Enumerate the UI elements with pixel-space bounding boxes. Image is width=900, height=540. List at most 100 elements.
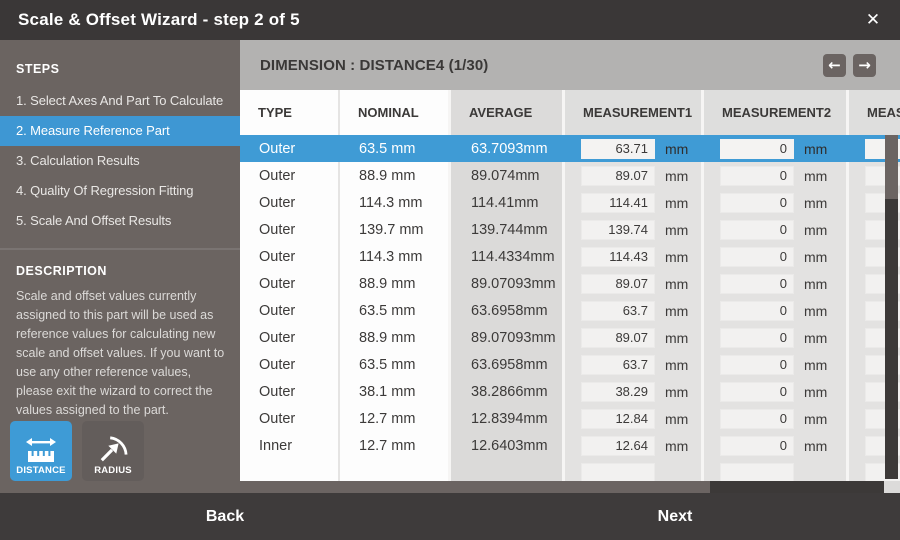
previous-dimension-button[interactable]: ←: [823, 53, 846, 77]
horizontal-scrollbar-thumb[interactable]: [240, 481, 710, 493]
measurement2-input[interactable]: [720, 246, 794, 267]
distance-ruler-icon: [24, 435, 58, 465]
average-cell: 38.2866mm: [448, 378, 562, 405]
measurement2-cell: mm: [701, 243, 846, 270]
measurement2-input[interactable]: [720, 219, 794, 240]
nominal-cell: 88.9 mm: [338, 324, 448, 351]
measurement1-input[interactable]: [581, 408, 655, 429]
nominal-cell: 88.9 mm: [338, 162, 448, 189]
average-cell: [448, 459, 562, 481]
measurement1-cell: mm: [562, 459, 701, 481]
measurement1-input[interactable]: [581, 354, 655, 375]
sidebar-divider: [0, 248, 240, 250]
window-title: Scale & Offset Wizard - step 2 of 5: [18, 10, 300, 29]
column-header-measurement1: MEASUREMENT1: [562, 90, 701, 135]
next-button[interactable]: Next: [657, 507, 693, 525]
measurement1-input[interactable]: [581, 138, 655, 159]
measurement2-input[interactable]: [720, 408, 794, 429]
measurement2-input[interactable]: [720, 300, 794, 321]
measurement1-cell: mm: [562, 405, 701, 432]
unit-label: mm: [804, 437, 828, 454]
sidebar-step-1[interactable]: 1. Select Axes And Part To Calculate: [16, 93, 224, 108]
average-cell: 12.8394mm: [448, 405, 562, 432]
measurement2-cell: mm: [701, 378, 846, 405]
average-cell: 89.074mm: [448, 162, 562, 189]
unit-label: mm: [665, 410, 689, 427]
table-row[interactable]: mm mm mm: [240, 459, 900, 481]
table-row[interactable]: Outer 114.3 mm 114.41mm mm mm mm: [240, 189, 900, 216]
horizontal-scrollbar[interactable]: [240, 481, 884, 493]
description-text: Scale and offset values currently assign…: [16, 289, 225, 417]
measurement1-input[interactable]: [581, 219, 655, 240]
nominal-cell: [338, 459, 448, 481]
measurement1-input[interactable]: [581, 300, 655, 321]
average-cell: 114.4334mm: [448, 243, 562, 270]
table-row[interactable]: Outer 63.5 mm 63.6958mm mm mm mm: [240, 297, 900, 324]
measurement1-cell: mm: [562, 243, 701, 270]
sidebar-step-3[interactable]: 3. Calculation Results: [16, 153, 140, 168]
measurement2-input[interactable]: [720, 462, 794, 481]
dimension-title: DIMENSION : DISTANCE4 (1/30): [260, 56, 489, 74]
measurement1-input[interactable]: [581, 462, 655, 481]
type-cell: Outer: [240, 243, 338, 270]
type-cell: Outer: [240, 378, 338, 405]
measurement2-cell: mm: [701, 135, 846, 162]
sidebar-step-2-active[interactable]: 2. Measure Reference Part: [0, 116, 240, 146]
measurement2-input[interactable]: [720, 327, 794, 348]
measurement2-cell: mm: [701, 270, 846, 297]
sidebar-step-5[interactable]: 5. Scale And Offset Results: [16, 213, 172, 228]
measurement2-input[interactable]: [720, 165, 794, 186]
measurement1-input[interactable]: [581, 246, 655, 267]
sidebar-step-4[interactable]: 4. Quality Of Regression Fitting: [16, 183, 194, 198]
table-row[interactable]: Outer 12.7 mm 12.8394mm mm mm mm: [240, 405, 900, 432]
wizard-sidebar: STEPS 1. Select Axes And Part To Calcula…: [0, 40, 240, 493]
measurement2-input[interactable]: [720, 192, 794, 213]
back-button[interactable]: Back: [205, 507, 245, 525]
dimension-header-bar: DIMENSION : DISTANCE4 (1/30) ← →: [240, 40, 900, 90]
measurement1-input[interactable]: [581, 381, 655, 402]
type-cell: Outer: [240, 189, 338, 216]
measurement-panel: DIMENSION : DISTANCE4 (1/30) ← → TYPE NO…: [240, 40, 900, 493]
nominal-cell: 12.7 mm: [338, 432, 448, 459]
table-row[interactable]: Outer 139.7 mm 139.744mm mm mm mm: [240, 216, 900, 243]
vertical-scrollbar[interactable]: [885, 135, 898, 479]
measurement2-input[interactable]: [720, 381, 794, 402]
type-cell: Outer: [240, 297, 338, 324]
vertical-scrollbar-thumb[interactable]: [885, 135, 898, 199]
table-row[interactable]: Outer 88.9 mm 89.07093mm mm mm mm: [240, 324, 900, 351]
wizard-footer: Back Next: [0, 493, 900, 540]
column-header-type: TYPE: [240, 90, 338, 135]
unit-label: mm: [804, 167, 828, 184]
measurement1-cell: mm: [562, 162, 701, 189]
unit-label: mm: [804, 194, 828, 211]
measurement1-input[interactable]: [581, 192, 655, 213]
type-cell: Outer: [240, 351, 338, 378]
radius-tool-button[interactable]: RADIUS: [82, 421, 144, 481]
measurement2-input[interactable]: [720, 138, 794, 159]
table-row[interactable]: Outer 63.5 mm 63.7093mm mm mm mm: [240, 135, 900, 162]
table-row[interactable]: Inner 12.7 mm 12.6403mm mm mm mm: [240, 432, 900, 459]
measurement1-input[interactable]: [581, 327, 655, 348]
close-icon[interactable]: ✕: [865, 10, 881, 29]
measurement1-input[interactable]: [581, 165, 655, 186]
measurement1-cell: mm: [562, 135, 701, 162]
radius-tool-label: RADIUS: [94, 465, 132, 476]
table-row[interactable]: Outer 114.3 mm 114.4334mm mm mm mm: [240, 243, 900, 270]
table-row[interactable]: Outer 63.5 mm 63.6958mm mm mm mm: [240, 351, 900, 378]
type-cell: Outer: [240, 324, 338, 351]
distance-tool-button[interactable]: DISTANCE: [10, 421, 72, 481]
unit-label: mm: [665, 194, 689, 211]
measurement2-input[interactable]: [720, 273, 794, 294]
next-dimension-button[interactable]: →: [853, 53, 876, 77]
measurement1-cell: mm: [562, 216, 701, 243]
measurement2-cell: mm: [701, 351, 846, 378]
table-row[interactable]: Outer 88.9 mm 89.074mm mm mm mm: [240, 162, 900, 189]
table-row[interactable]: Outer 38.1 mm 38.2866mm mm mm mm: [240, 378, 900, 405]
measurement1-input[interactable]: [581, 435, 655, 456]
measurement2-input[interactable]: [720, 354, 794, 375]
measurement2-input[interactable]: [720, 435, 794, 456]
measurement1-input[interactable]: [581, 273, 655, 294]
table-row[interactable]: Outer 88.9 mm 89.07093mm mm mm mm: [240, 270, 900, 297]
unit-label: mm: [665, 248, 689, 265]
